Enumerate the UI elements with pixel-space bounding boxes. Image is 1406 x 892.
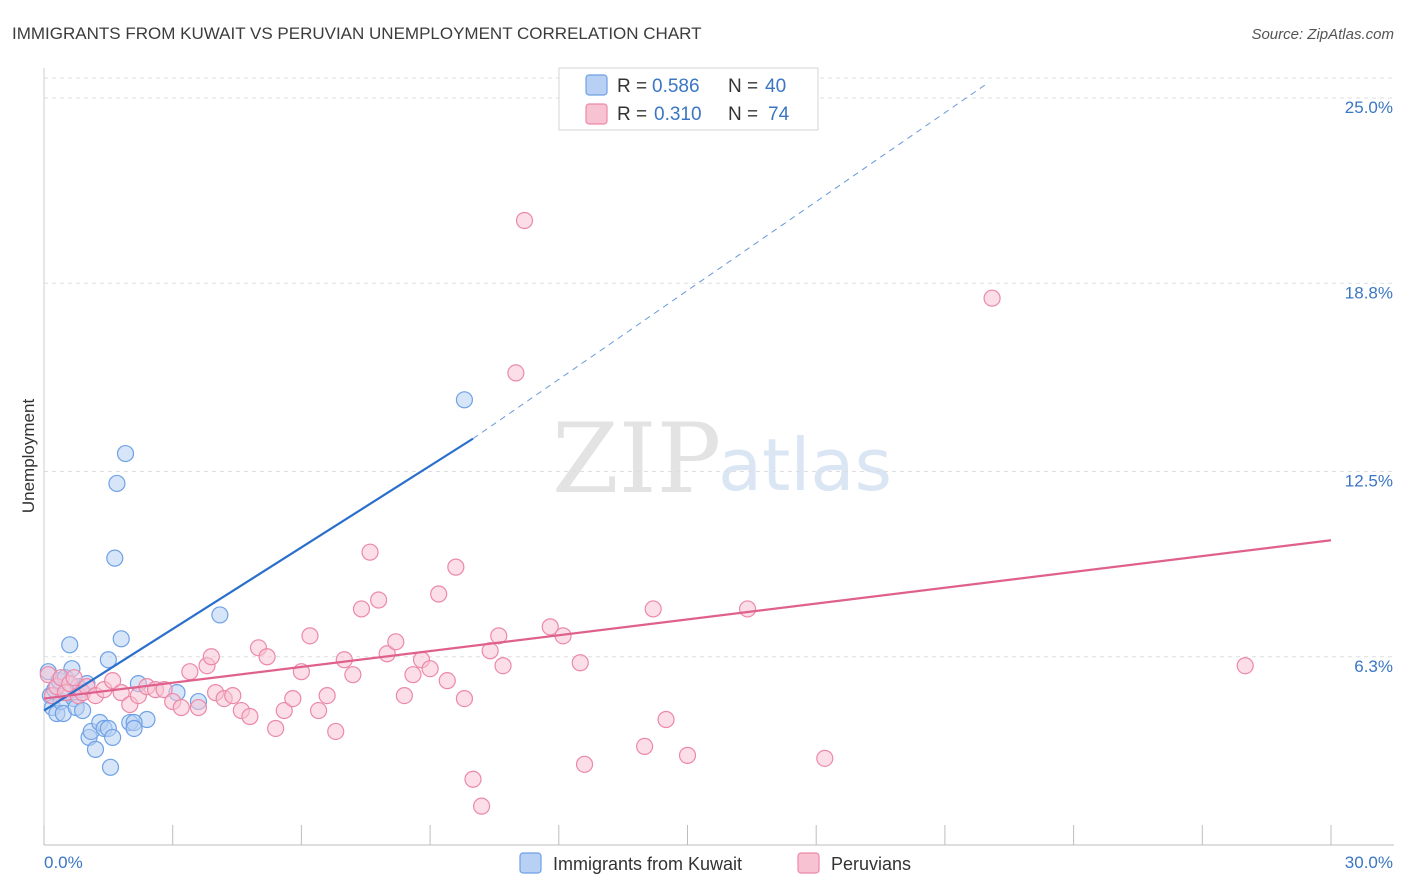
peruvian-point-51 xyxy=(430,585,448,603)
peruvian-point-29 xyxy=(241,707,259,726)
axes xyxy=(43,68,1394,846)
peruvian-point-21 xyxy=(181,663,199,681)
legend-r-value-peruvians: 0.310 xyxy=(654,104,702,125)
peruvian-point-31 xyxy=(258,648,276,666)
kuwait-point-35 xyxy=(125,719,143,738)
bottom-legend-swatch-kuwait xyxy=(519,852,542,874)
peruvian-point-40 xyxy=(335,651,353,669)
peruvian-point-61 xyxy=(515,211,534,230)
peruvian-point-67 xyxy=(644,600,662,618)
y-tick-labels: 6.3% 12.5% 18.8% 25.0% xyxy=(1345,98,1393,676)
chart-source: Source: ZipAtlas.com xyxy=(1251,26,1394,43)
peruvian-point-72 xyxy=(983,289,1001,307)
peruvian-point-6 xyxy=(65,669,83,687)
legend-r-value-kuwait: 0.586 xyxy=(652,76,700,97)
peruvian-point-42 xyxy=(352,600,371,618)
kuwait-point-10 xyxy=(61,636,79,654)
y-tick-label-2: 18.8% xyxy=(1345,283,1393,302)
peruvian-point-55 xyxy=(464,770,482,788)
trend-line-peruvians xyxy=(43,539,1332,700)
kuwait-point-20 xyxy=(86,740,105,758)
series-legend: Immigrants from Kuwait Peruvians xyxy=(519,852,911,874)
trend-line-kuwait-extension xyxy=(472,82,989,440)
kuwait-point-25 xyxy=(104,728,122,747)
peruvian-point-47 xyxy=(395,686,413,705)
peruvian-point-68 xyxy=(657,710,675,729)
bottom-legend-label-peruvians: Peruvians xyxy=(831,854,911,874)
trend-lines xyxy=(43,82,1332,712)
peruvian-point-65 xyxy=(575,755,594,773)
legend-swatch-peruvians xyxy=(585,103,608,125)
x-tick-label-min: 0.0% xyxy=(44,853,83,872)
bottom-legend-label-kuwait: Immigrants from Kuwait xyxy=(553,854,742,874)
series-immigrants-from-kuwait xyxy=(39,391,474,776)
peruvian-point-41 xyxy=(344,666,362,684)
peruvian-point-37 xyxy=(309,701,328,720)
peruvian-point-52 xyxy=(438,672,456,690)
peruvian-point-38 xyxy=(318,686,336,705)
correlation-legend: R = 0.586 N = 40 R = 0.310 N = 74 xyxy=(558,67,819,131)
bottom-legend-swatch-peruvians xyxy=(797,852,820,874)
peruvian-point-58 xyxy=(490,627,508,645)
y-tick-label-3: 25.0% xyxy=(1345,98,1393,117)
legend-n-value-peruvians: 74 xyxy=(768,104,790,125)
legend-n-label-kuwait: N = xyxy=(728,76,758,97)
peruvian-point-20 xyxy=(172,698,190,717)
kuwait-point-26 xyxy=(106,549,124,567)
peruvian-point-71 xyxy=(816,749,834,767)
peruvian-point-53 xyxy=(447,558,465,576)
watermark-atlas: atlas xyxy=(718,423,892,507)
peruvian-point-18 xyxy=(155,681,173,699)
watermark: ZIP atlas xyxy=(552,403,892,515)
peruvian-point-69 xyxy=(678,746,697,764)
legend-swatch-kuwait xyxy=(585,74,608,96)
kuwait-point-38 xyxy=(211,606,229,624)
peruvian-point-48 xyxy=(404,666,422,684)
kuwait-point-39 xyxy=(455,391,474,409)
peruvian-point-60 xyxy=(507,364,525,382)
legend-n-label-peruvians: N = xyxy=(728,104,758,125)
peruvian-point-62 xyxy=(541,618,559,636)
y-axis-label: Unemployment xyxy=(19,399,38,514)
kuwait-point-16 xyxy=(74,701,92,720)
peruvian-point-64 xyxy=(571,654,589,672)
peruvian-point-43 xyxy=(361,543,379,561)
peruvian-point-50 xyxy=(421,660,439,678)
peruvian-point-12 xyxy=(104,672,122,690)
kuwait-point-27 xyxy=(108,474,126,493)
peruvian-point-32 xyxy=(267,719,285,738)
peruvian-point-59 xyxy=(494,657,512,675)
series-peruvians xyxy=(39,211,1254,815)
kuwait-point-29 xyxy=(116,444,135,463)
gridlines xyxy=(44,77,1394,658)
peruvian-point-33 xyxy=(275,701,293,720)
kuwait-point-28 xyxy=(112,630,130,648)
peruvian-point-39 xyxy=(327,722,345,741)
legend-r-label-kuwait: R = xyxy=(617,76,647,97)
peruvian-point-36 xyxy=(301,627,319,645)
y-tick-label-1: 12.5% xyxy=(1345,472,1393,491)
trend-line-kuwait xyxy=(43,437,474,712)
y-tick-label-0: 6.3% xyxy=(1354,657,1393,676)
peruvian-point-27 xyxy=(224,686,242,705)
peruvian-point-34 xyxy=(284,689,302,708)
peruvian-point-73 xyxy=(1236,657,1254,675)
peruvian-point-54 xyxy=(455,689,474,708)
legend-r-label-peruvians: R = xyxy=(617,104,647,125)
chart-title: IMMIGRANTS FROM KUWAIT VS PERUVIAN UNEMP… xyxy=(12,24,702,43)
peruvian-point-44 xyxy=(370,591,388,609)
legend-n-value-kuwait: 40 xyxy=(765,76,786,97)
kuwait-point-24 xyxy=(101,758,120,776)
watermark-zip: ZIP xyxy=(552,403,721,515)
peruvian-point-70 xyxy=(738,600,757,618)
peruvian-point-56 xyxy=(472,797,491,815)
peruvian-point-66 xyxy=(635,737,654,755)
peruvian-point-22 xyxy=(189,698,208,717)
kuwait-point-34 xyxy=(99,651,117,669)
peruvian-point-24 xyxy=(202,648,220,666)
x-tick-label-max: 30.0% xyxy=(1345,853,1393,872)
peruvian-point-46 xyxy=(387,633,405,651)
